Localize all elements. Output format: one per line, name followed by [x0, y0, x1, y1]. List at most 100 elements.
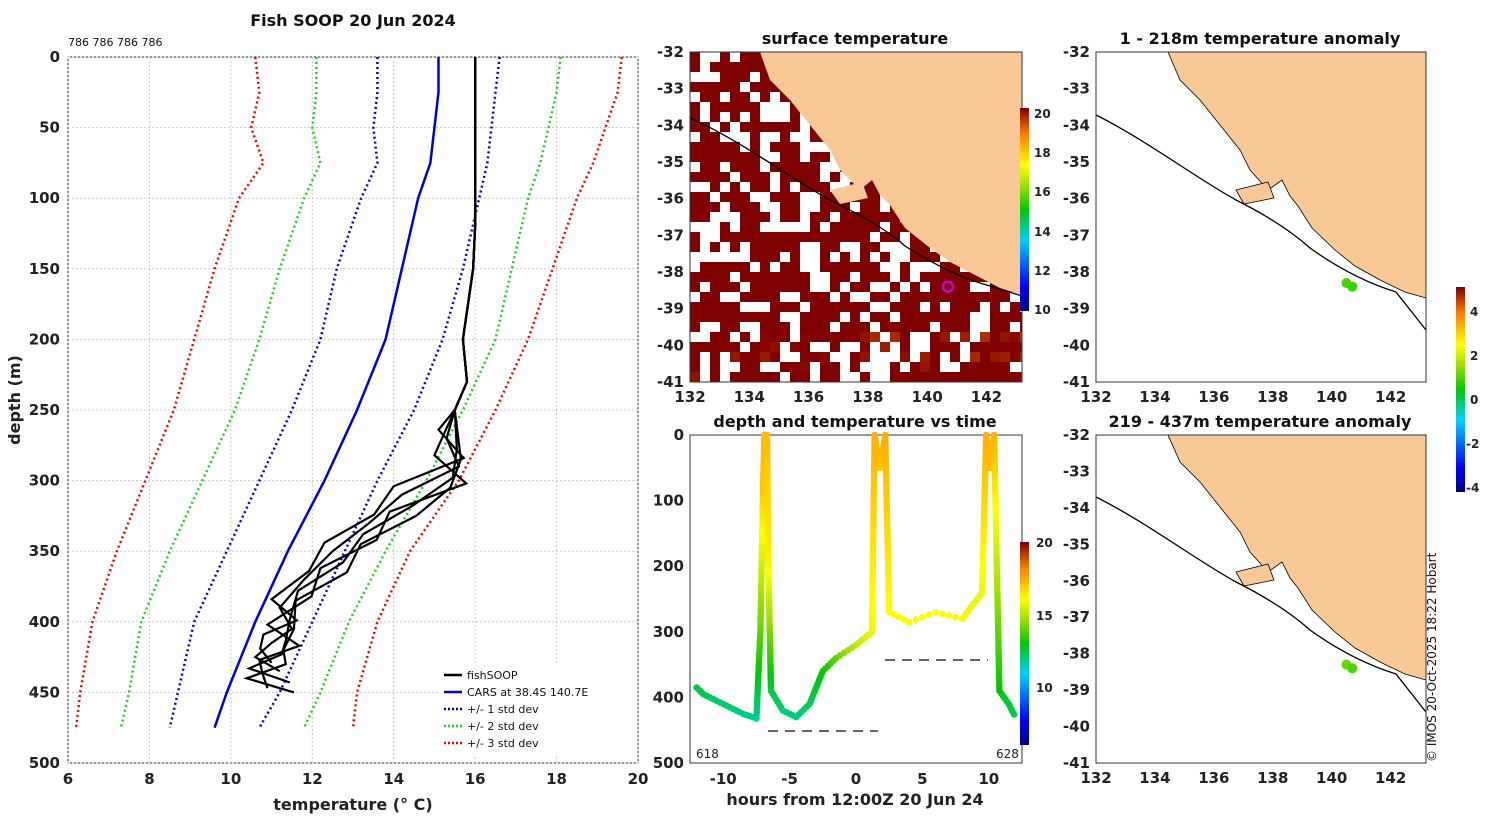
sst-cell: [870, 242, 880, 252]
sst-cell: [740, 152, 750, 162]
sst-cell: [810, 302, 820, 312]
sst-cell: [760, 172, 770, 182]
sst-cell: [920, 312, 930, 322]
sst-cell: [730, 202, 740, 212]
sst-cell: [930, 282, 940, 292]
y-tick-label: 200: [653, 557, 684, 575]
sst-cell: [940, 262, 950, 272]
sst-cell: [690, 232, 700, 242]
sst-cell: [720, 72, 730, 82]
time-colorbar: [1020, 542, 1029, 745]
sst-cell: [750, 362, 760, 372]
sst-cell: [790, 342, 800, 352]
y-tick-label: -41: [1063, 754, 1090, 772]
kangaroo-island-map1: [830, 182, 868, 204]
anomaly-bottom-map: [1096, 435, 1426, 763]
x-tick-label: 134: [1139, 769, 1170, 787]
y-tick-label: -32: [1063, 426, 1090, 444]
x-tick-label: 140: [1316, 769, 1347, 787]
sst-cell: [870, 222, 880, 232]
sst-cell: [740, 372, 750, 382]
fishsoop-cast: [258, 57, 477, 689]
credit-text: © IMOS 20-Oct-2025 18:22 Hobart: [1425, 552, 1439, 762]
sst-cell: [880, 312, 890, 322]
sst-cell: [770, 192, 780, 202]
sst-cell: [740, 162, 750, 172]
sst-cell: [1010, 352, 1020, 362]
sst-cell: [930, 372, 940, 382]
sst-cell: [900, 302, 910, 312]
sst-cell: [740, 172, 750, 182]
sst-cell: [740, 52, 750, 62]
sst-cell: [700, 312, 710, 322]
anomaly-top-panel: 1 - 218m temperature anomaly 132 134 136 13…: [1063, 29, 1427, 406]
sst-cell: [710, 312, 720, 322]
sst-cell: [930, 362, 940, 372]
sst-cell: [890, 282, 900, 292]
sst-cell: [910, 242, 920, 252]
sst-cell: [750, 342, 760, 352]
sst-cell: [720, 322, 730, 332]
sst-cell: [900, 352, 910, 362]
sst-cell: [710, 142, 720, 152]
x-tick-label: 140: [1316, 388, 1347, 406]
sst-cell: [890, 332, 900, 342]
anomaly-bottom-title: 219 - 437m temperature anomaly: [1109, 412, 1412, 431]
sst-cell: [730, 82, 740, 92]
sst-cell: [780, 182, 790, 192]
sst-cell: [720, 232, 730, 242]
sst-cell: [800, 232, 810, 242]
sst-cell: [740, 202, 750, 212]
sst-cell: [940, 282, 950, 292]
sst-cell: [690, 202, 700, 212]
sst-cell: [920, 362, 930, 372]
sst-cell: [730, 192, 740, 202]
legend-fishsoop: fishSOOP: [467, 669, 518, 682]
sst-cell: [690, 192, 700, 202]
sst-cell: [850, 282, 860, 292]
profile-y-ticks: 0 50 100 150 200 250 300 350 400 450 500: [29, 48, 60, 772]
shelf-contour-map1: [690, 117, 1022, 297]
sst-cell: [1000, 362, 1010, 372]
sst-cell: [750, 372, 760, 382]
time-title: depth and temperature vs time: [713, 412, 996, 431]
time-cb-tick: 20: [1036, 536, 1053, 550]
sst-cell: [910, 322, 920, 332]
sst-cell: [730, 372, 740, 382]
profile-x-ticks: 6 8 10 12 14 16 18 20: [63, 770, 649, 788]
sst-cell: [1020, 352, 1022, 362]
x-tick-label: 136: [1198, 769, 1229, 787]
sst-cell: [730, 312, 740, 322]
sst-cell: [740, 62, 750, 72]
sst-cell: [720, 312, 730, 322]
y-tick-label: -39: [1063, 300, 1090, 318]
sst-cell: [1000, 352, 1010, 362]
anomaly-top-y-ticks: -32 -33 -34 -35 -36 -37 -38 -39 -40 -41: [1063, 43, 1090, 391]
sst-cell: [720, 102, 730, 112]
profile-gridlines: [67, 56, 639, 764]
sst-cell: [700, 272, 710, 282]
track-point: [895, 613, 903, 621]
sst-cell: [830, 202, 840, 212]
profile-lines: [74, 56, 623, 729]
sst-cell: [830, 262, 840, 272]
sst-cell: [850, 302, 860, 312]
sst-cell: [740, 352, 750, 362]
sst-cell: [730, 92, 740, 102]
sst-cell: [860, 282, 870, 292]
sst-cell: [730, 162, 740, 172]
sst-cell: [750, 62, 760, 72]
sst-cell: [1020, 332, 1022, 342]
sst-cell: [870, 272, 880, 282]
sst-cell: [800, 162, 810, 172]
sst-cell: [720, 62, 730, 72]
sst-cell: [980, 342, 990, 352]
sst-cell: [700, 342, 710, 352]
x-tick-label: 132: [1080, 388, 1111, 406]
time-track: [693, 431, 1018, 722]
sst-cell: [820, 362, 830, 372]
sst-cell: [780, 192, 790, 202]
y-tick-label: -35: [1063, 153, 1090, 171]
track-point: [932, 608, 939, 616]
sst-cell: [1010, 302, 1020, 312]
